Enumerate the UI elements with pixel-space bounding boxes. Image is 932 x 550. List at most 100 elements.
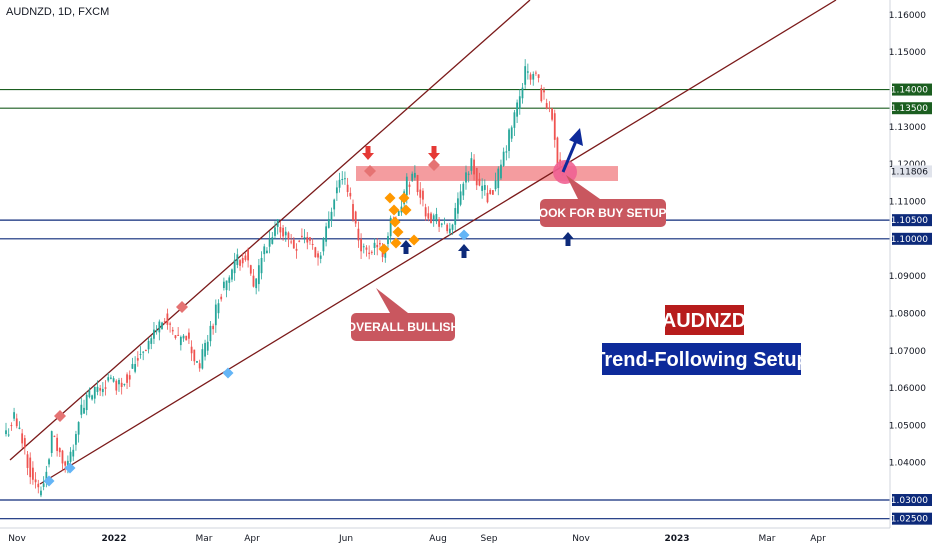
- consolidation-marker-diamond[interactable]: [390, 237, 402, 249]
- candle-body: [196, 361, 198, 363]
- candle-body: [21, 433, 24, 444]
- candle-body: [389, 217, 392, 237]
- time-axis[interactable]: [0, 527, 890, 550]
- candle-body: [220, 296, 223, 300]
- low-marker-diamond[interactable]: [43, 475, 55, 487]
- candle-body: [244, 255, 247, 260]
- candle-body: [206, 341, 209, 351]
- channel-upper-line[interactable]: [9, 0, 531, 461]
- price-tick-label: 1.11000: [889, 197, 926, 207]
- candle-body: [486, 192, 489, 203]
- candle-body: [120, 382, 123, 387]
- consolidation-marker-diamond[interactable]: [384, 192, 396, 204]
- candle-body: [325, 226, 328, 242]
- candle-body: [454, 208, 457, 225]
- time-tick-label: 2023: [664, 534, 689, 544]
- callout-bullish-box: [351, 313, 455, 341]
- candle-body: [330, 211, 333, 221]
- candle-body: [233, 259, 236, 274]
- candle-body: [489, 190, 492, 194]
- callout-bullish-text: OVERALL BULLISH: [347, 320, 459, 334]
- price-tick-label: 1.07000: [889, 347, 926, 357]
- candle-body: [64, 461, 67, 466]
- candle-body: [93, 386, 96, 399]
- time-tick-label: Mar: [196, 534, 213, 544]
- consolidation-marker-diamond[interactable]: [388, 204, 400, 216]
- callout-buy-setups[interactable]: LOOK FOR BUY SETUPS: [531, 175, 675, 227]
- price-axis-labels: 1.16000 1.15000 1.13000 1.12000 1.11000 1.090…: [889, 11, 926, 469]
- callout-buy-box: [540, 199, 666, 227]
- candle-body: [201, 349, 204, 369]
- callout-overall-bullish[interactable]: OVERALL BULLISH: [347, 288, 459, 341]
- symbol-header: AUDNZD, 1D, FXCM: [6, 6, 109, 18]
- candle-body: [387, 236, 389, 245]
- candle-body: [422, 190, 424, 200]
- candle-body: [249, 265, 252, 274]
- price-axis-bg: [890, 0, 932, 528]
- candle-body: [298, 240, 301, 242]
- low-marker-diamond[interactable]: [64, 462, 76, 474]
- candle-body: [252, 275, 255, 287]
- consolidation-marker-diamond[interactable]: [400, 204, 412, 216]
- candle-body: [373, 242, 376, 248]
- level-tag-bg: [892, 83, 932, 96]
- candle-body: [96, 386, 99, 392]
- candle-body: [23, 438, 26, 448]
- candle-body: [502, 151, 505, 166]
- candle-body: [147, 340, 150, 350]
- resistance-zone[interactable]: [356, 166, 618, 181]
- time-tick-label: Apr: [244, 534, 260, 544]
- candle-body: [545, 103, 548, 109]
- consolidation-marker-diamond[interactable]: [389, 216, 401, 228]
- candle-body: [131, 363, 134, 369]
- price-tick-label: 1.09000: [889, 272, 926, 282]
- candle-body: [416, 175, 419, 193]
- candle-body: [169, 323, 171, 325]
- title-setup-box: [602, 343, 801, 375]
- trendline-test-circle[interactable]: [553, 160, 577, 184]
- consolidation-marker-diamond[interactable]: [392, 226, 404, 238]
- price-axis[interactable]: [889, 0, 932, 528]
- candle-body: [427, 213, 430, 219]
- candle-body: [457, 198, 459, 214]
- candle-body: [45, 471, 48, 480]
- candle-body: [123, 383, 126, 385]
- candle-body: [551, 108, 553, 120]
- channel-lower-line[interactable]: [39, 0, 837, 485]
- low-marker-diamond[interactable]: [458, 229, 470, 241]
- callout-buy-pointer: [566, 175, 600, 199]
- low-marker-diamond[interactable]: [222, 367, 234, 379]
- price-tick-label: 1.16000: [889, 11, 926, 21]
- candle-body: [341, 179, 344, 181]
- candle-body: [481, 185, 484, 191]
- candle-body: [513, 112, 516, 128]
- candle-body: [516, 102, 518, 117]
- consolidation-marker-diamond[interactable]: [408, 234, 420, 246]
- candle-body: [112, 378, 115, 382]
- candle-body: [139, 353, 142, 355]
- consolidation-marker-diamond[interactable]: [378, 243, 390, 255]
- candle-body: [532, 73, 535, 80]
- arrow-up-icon: [458, 244, 470, 258]
- candle-body: [295, 248, 298, 251]
- high-marker-diamond[interactable]: [54, 410, 66, 422]
- candle-body: [303, 237, 306, 239]
- candle-body: [158, 321, 161, 333]
- title-setup: Trend-Following Setup: [593, 349, 809, 371]
- candle-body: [26, 454, 29, 468]
- high-marker-diamond[interactable]: [364, 165, 376, 177]
- consolidation-marker-diamond[interactable]: [398, 192, 410, 204]
- candle-body: [467, 173, 470, 175]
- high-marker-diamond[interactable]: [428, 159, 440, 171]
- high-marker-diamond[interactable]: [176, 301, 188, 313]
- callout-buy-text: LOOK FOR BUY SETUPS: [531, 206, 674, 220]
- candle-body: [85, 394, 88, 411]
- level-tag-bg: [892, 512, 932, 525]
- candle-body: [497, 168, 500, 189]
- candle-body: [61, 450, 64, 464]
- candle-body: [432, 215, 435, 220]
- candle-body: [13, 412, 15, 419]
- candle-body: [174, 335, 177, 339]
